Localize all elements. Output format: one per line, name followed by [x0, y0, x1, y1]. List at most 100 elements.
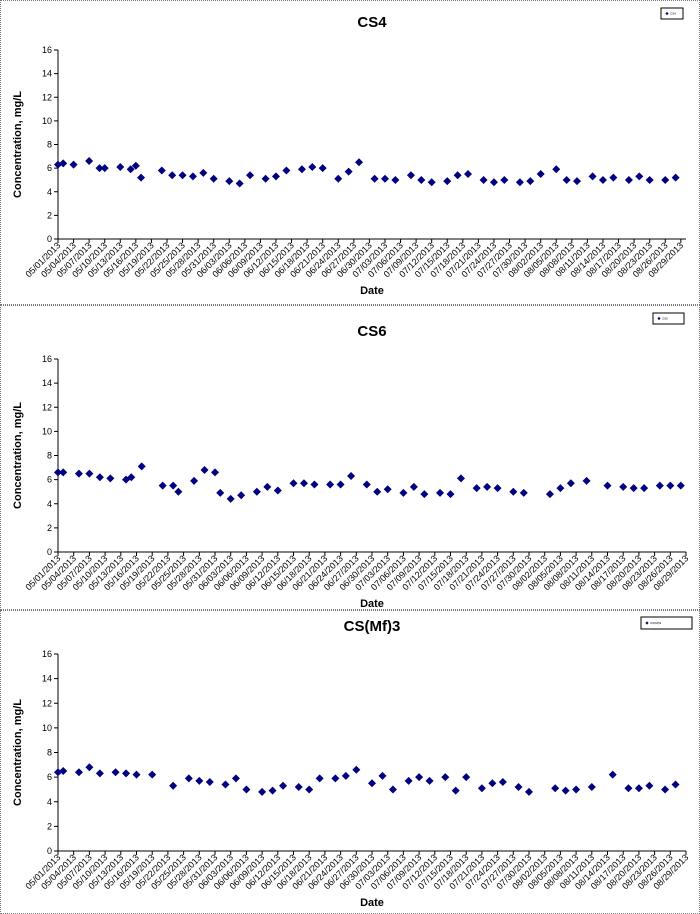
chart-cs-mf-3-data-point	[132, 770, 141, 779]
chart-cs4-data-point	[178, 171, 187, 180]
chart-cs-mf-3-data-point	[184, 774, 193, 783]
chart-cs-mf-3-data-point	[268, 786, 277, 795]
chart-cs-mf-3-data-point	[341, 771, 350, 780]
chart-cs-mf-3-data-point	[95, 769, 104, 778]
chart-cs4-data-point	[297, 165, 306, 174]
chart-cs-mf-3-y-tick-label: 10	[42, 723, 52, 733]
chart-cs4-y-tick-label: 2	[47, 210, 52, 220]
chart-cs4-data-point	[199, 168, 208, 177]
chart-cs6-data-point	[566, 479, 575, 488]
chart-cs6-legend-label: CS6	[662, 317, 668, 321]
chart-cs-mf-3-data-point	[378, 771, 387, 780]
chart-cs4-data-point	[609, 173, 618, 182]
chart-cs4-y-tick-label: 6	[47, 163, 52, 173]
chart-cs-mf-3-data-point	[195, 776, 204, 785]
chart-cs-mf-3-data-point	[551, 784, 560, 793]
chart-cs-mf-3-data-point	[587, 782, 596, 791]
chart-cs6-data-point	[122, 475, 131, 484]
chart-cs4-data-point	[95, 164, 104, 173]
chart-cs6-data-point	[362, 480, 371, 489]
chart-cs-mf-3-data-point	[294, 782, 303, 791]
chart-cs4-y-tick-label: 12	[42, 92, 52, 102]
chart-cs4-data-point	[137, 173, 146, 182]
chart-cs4-legend-box	[660, 7, 684, 20]
chart-cs6-data-point	[383, 485, 392, 494]
chart-cs4-data-point	[588, 172, 597, 181]
chart-cs4-data-point	[334, 174, 343, 183]
chart-cs4-y-tick-label: 0	[47, 234, 52, 244]
chart-cs-mf-3-data-point	[54, 768, 62, 777]
chart-cs4-data-point	[318, 164, 327, 173]
chart-cs6-data-point	[483, 482, 492, 491]
chart-cs6-data-point	[289, 479, 298, 488]
chart-cs4-data-point	[552, 165, 561, 174]
chart-cs4-data-point	[54, 160, 62, 169]
chart-cs6-y-tick-label: 4	[47, 499, 52, 509]
chart-cs-mf-3-data-point	[315, 774, 324, 783]
chart-cs4-data-point	[59, 159, 68, 168]
chart-cs6-data-point	[519, 488, 528, 497]
chart-cs6-data-point	[190, 476, 199, 485]
chart-cs4-data-point	[157, 166, 166, 175]
chart-cs6: CS6024681012141605/01/201305/04/201305/0…	[12, 312, 690, 609]
chart-cs6-data-point	[263, 482, 272, 491]
chart-cs4-title: CS4	[357, 14, 387, 31]
chart-cs-mf-3-y-axis-label: Concentration, mg/L	[12, 699, 24, 806]
chart-cs-mf-3-data-point	[624, 784, 633, 793]
chart-cs4-data-point	[209, 174, 218, 183]
chart-cs6-y-axis-label: Concentration, mg/L	[12, 402, 24, 509]
chart-cs6-data-point	[95, 473, 104, 482]
chart-cs6-y-tick-label: 0	[47, 547, 52, 557]
chart-cs4-data-point	[282, 166, 291, 175]
chart-cs-mf-3-data-point	[451, 786, 460, 795]
chart-cs4-data-point	[598, 175, 607, 184]
chart-cs4-legend-marker	[665, 11, 669, 16]
chart-cs4-data-point	[427, 178, 436, 187]
chart-cs-mf-3-data-point	[498, 778, 507, 787]
chart-cs-mf-3-data-point	[525, 787, 533, 796]
chart-cs-mf-3-data-point	[279, 781, 288, 790]
chart-cs4-data-point	[235, 179, 244, 188]
chart-cs6-y-tick-label: 2	[47, 523, 52, 533]
chart-cs-mf-3-data-point	[258, 787, 267, 796]
chart-cs6-data-point	[237, 491, 246, 500]
chart-cs6-data-point	[619, 482, 628, 491]
chart-cs-mf-3-y-tick-label: 12	[42, 698, 52, 708]
chart-panel-cs4: CS4 0 2 4 6 8 10 12 14 16 05/01/2013 05/04/2013 05/0…	[0, 0, 700, 305]
chart-cs6-legend-box	[652, 312, 685, 325]
chart-cs4-data-point	[271, 172, 280, 181]
chart-cs-mf-3-y-tick-label: 0	[47, 846, 52, 856]
chart-cs-mf-3-y-tick-label: 14	[42, 674, 52, 684]
chart-cs6-y-tick-label: 6	[47, 475, 52, 485]
chart-cs6-data-point	[74, 469, 83, 478]
chart-cs4-data-point	[131, 161, 140, 170]
chart-cs6-data-point	[158, 481, 167, 490]
chart-cs6-data-point	[211, 468, 219, 477]
chart-cs4-data-point	[624, 175, 633, 184]
chart-cs-mf-3-data-point	[352, 765, 361, 774]
chart-cs6-data-point	[603, 481, 612, 490]
chart-cs4-data-point	[308, 162, 317, 171]
chart-cs-mf-3-data-point	[441, 773, 450, 782]
chart-cs-mf-3-y-tick-label: 6	[47, 772, 52, 782]
chart-cs4-data-point	[69, 160, 78, 169]
chart-cs4-data-point	[85, 157, 94, 166]
chart-cs-mf-3-data-point	[74, 768, 83, 777]
chart-cs4-data-point	[370, 174, 379, 183]
chart-cs6-data-point	[545, 490, 554, 499]
chart-cs-mf-3-data-point	[608, 770, 617, 779]
chart-cs4-y-tick-label: 14	[42, 69, 52, 79]
chart-cs-mf-3-legend-label: CS(Mf)3	[650, 621, 661, 625]
chart-cs-mf-3-data-point	[415, 773, 424, 782]
chart-cs-mf-3-data-point	[231, 774, 240, 783]
chart-cs4-data-point	[573, 177, 582, 186]
chart-cs4-data-point	[225, 177, 234, 186]
chart-cs6-data-point	[252, 487, 261, 496]
chart-cs-mf-3-data-point	[331, 774, 340, 783]
chart-cs4-data-point	[188, 172, 197, 181]
chart-cs6-data-point	[436, 488, 445, 497]
chart-cs6-title: CS6	[357, 323, 386, 340]
chart-csmf3: CS(Mf)3024681012141605/01/201305/04/2013…	[12, 616, 693, 909]
chart-cs4-data-point	[645, 175, 654, 184]
chart-panel-cs6: CS6 0 2 4 6 8 10 12 14 16 05/01/2013 05/04/2013 05/0…	[0, 305, 700, 610]
